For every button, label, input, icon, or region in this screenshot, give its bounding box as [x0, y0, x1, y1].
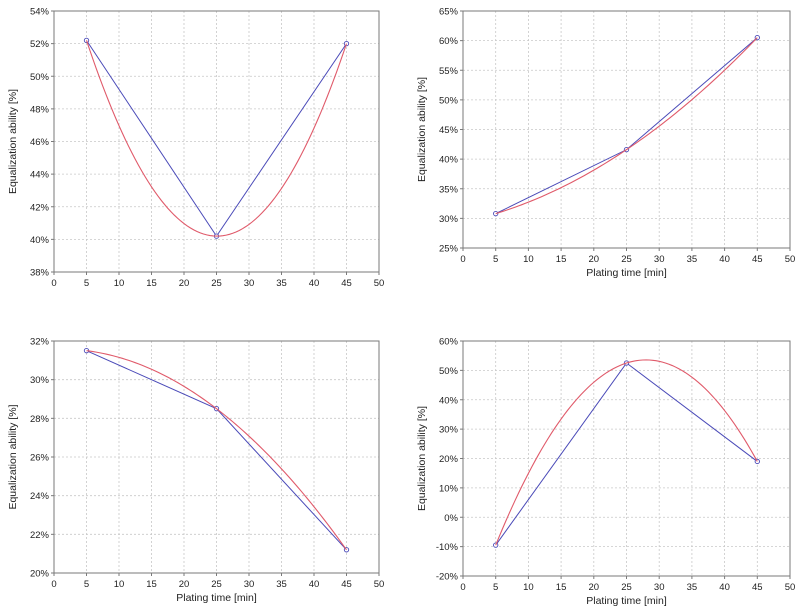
x-tick-label: 30: [244, 579, 255, 590]
x-tick-label: 20: [589, 582, 600, 593]
x-tick-label: 45: [752, 254, 763, 265]
y-tick-label: 40%: [30, 235, 50, 246]
x-tick-label: 5: [493, 582, 498, 593]
fitted-curve: [495, 359, 758, 546]
x-tick-label: 10: [523, 254, 534, 265]
y-tick-label: 55%: [439, 66, 459, 77]
y-tick-label: 52%: [30, 39, 50, 50]
x-tick-label: 30: [654, 254, 665, 265]
x-tick-label: 45: [341, 278, 352, 289]
x-tick-label: 50: [785, 582, 796, 593]
x-tick-label: 10: [523, 582, 534, 593]
x-axis-title: Plating time [min]: [176, 592, 257, 604]
y-tick-label: 25%: [439, 244, 459, 255]
y-tick-label: 30%: [30, 375, 50, 386]
data-point: [493, 210, 499, 217]
x-tick-label: 20: [179, 579, 190, 590]
x-tick-label: 35: [276, 278, 287, 289]
y-tick-label: 38%: [30, 268, 50, 279]
x-tick-label: 10: [114, 278, 125, 289]
x-tick-label: 50: [374, 278, 385, 289]
x-tick-label: 5: [493, 254, 498, 265]
x-tick-label: 25: [211, 579, 222, 590]
y-tick-label: -10%: [436, 542, 459, 553]
y-tick-label: 28%: [30, 414, 50, 425]
x-tick-label: 25: [621, 582, 632, 593]
x-tick-label: 35: [687, 582, 698, 593]
x-tick-label: 40: [309, 278, 320, 289]
x-tick-label: 0: [460, 582, 465, 593]
y-axis-title: Equalization ability [%]: [7, 404, 19, 509]
x-tick-label: 15: [556, 582, 567, 593]
x-tick-label: 45: [341, 579, 352, 590]
x-tick-label: 0: [460, 254, 465, 265]
y-tick-label: 60%: [439, 337, 459, 348]
y-tick-label: 30%: [439, 425, 459, 436]
y-tick-label: 50%: [30, 72, 50, 83]
y-tick-label: 46%: [30, 137, 50, 148]
data-point: [343, 40, 350, 47]
fitted-curve: [85, 40, 348, 237]
x-tick-label: 45: [752, 582, 763, 593]
y-tick-label: 22%: [30, 530, 50, 541]
x-tick-label: 0: [51, 278, 56, 289]
x-tick-label: 15: [146, 579, 157, 590]
chart-panel-1: 0 5 10 15 20 25 30 35 40 45 50 38% 40% 42% 44% 46% 48% 50…: [7, 7, 384, 290]
x-axis-title: Plating time [min]: [586, 267, 667, 279]
y-tick-label: 30%: [439, 214, 459, 225]
y-tick-label: 40%: [439, 395, 459, 406]
y-tick-label: 20%: [439, 454, 459, 465]
x-tick-label: 10: [114, 579, 125, 590]
fitted-curve: [86, 350, 347, 551]
y-axis-title: Equalization ability [%]: [416, 77, 428, 182]
fitted-curve: [495, 37, 758, 215]
y-tick-label: -20%: [436, 572, 459, 583]
y-tick-label: 45%: [439, 125, 459, 136]
y-tick-label: 32%: [30, 337, 50, 348]
y-axis-title: Equalization ability [%]: [416, 406, 428, 511]
x-tick-label: 40: [309, 579, 320, 590]
x-tick-label: 15: [556, 254, 567, 265]
y-tick-label: 48%: [30, 104, 50, 115]
chart-panel-4: 0 5 10 15 20 25 30 35 40 45 50 -20% -10% 0% 10% 20% 30% 4…: [416, 337, 795, 608]
x-tick-label: 0: [51, 579, 56, 590]
y-tick-label: 24%: [30, 491, 50, 502]
x-tick-label: 5: [84, 278, 89, 289]
chart-panel-3: 0 5 10 15 20 25 30 35 40 45 50 20% 22% 24% 26% 28% 30% 32…: [7, 337, 384, 605]
x-tick-label: 25: [621, 254, 632, 265]
y-tick-label: 54%: [30, 7, 50, 18]
x-tick-label: 50: [785, 254, 796, 265]
x-tick-label: 35: [687, 254, 698, 265]
y-tick-label: 35%: [439, 184, 459, 195]
x-tick-label: 25: [211, 278, 222, 289]
x-tick-label: 40: [719, 254, 730, 265]
y-tick-label: 65%: [439, 7, 459, 18]
x-tick-label: 50: [374, 579, 385, 590]
x-tick-label: 15: [146, 278, 157, 289]
y-tick-label: 50%: [439, 366, 459, 377]
y-tick-label: 60%: [439, 36, 459, 47]
x-axis-title: Plating time [min]: [586, 595, 667, 607]
y-axis-title: Equalization ability [%]: [7, 89, 19, 194]
x-tick-label: 35: [276, 579, 287, 590]
x-tick-label: 5: [84, 579, 89, 590]
y-tick-label: 26%: [30, 453, 50, 464]
y-tick-label: 20%: [30, 569, 50, 580]
y-tick-label: 42%: [30, 202, 50, 213]
x-tick-label: 20: [589, 254, 600, 265]
y-tick-label: 0%: [444, 513, 458, 524]
y-tick-label: 10%: [439, 483, 459, 494]
chart-panel-2: 0 5 10 15 20 25 30 35 40 45 50 25% 30% 35% 40% 45% 50% 55…: [416, 7, 795, 280]
x-tick-label: 40: [719, 582, 730, 593]
x-tick-label: 30: [654, 582, 665, 593]
y-tick-label: 44%: [30, 170, 50, 181]
x-tick-label: 30: [244, 278, 255, 289]
y-tick-label: 50%: [439, 95, 459, 106]
y-tick-label: 40%: [439, 155, 459, 166]
x-tick-label: 20: [179, 278, 190, 289]
